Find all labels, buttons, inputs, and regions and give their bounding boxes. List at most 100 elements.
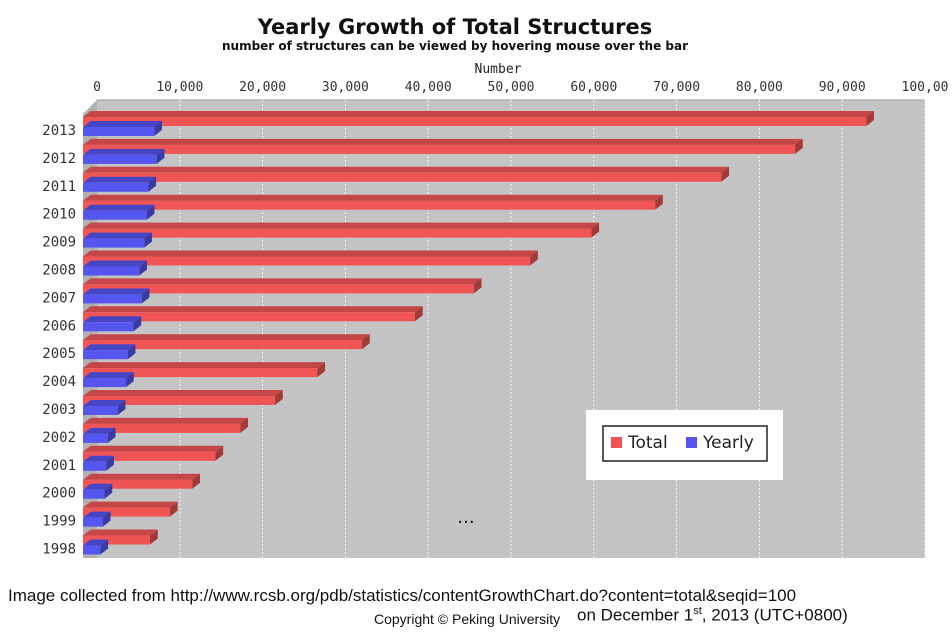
bar-total-1998[interactable] — [83, 529, 158, 545]
bar-yearly-2004[interactable] — [83, 372, 134, 388]
bar-total-1999[interactable] — [83, 501, 178, 517]
bar-yearly-2010[interactable] — [83, 204, 155, 220]
legend-label-total: Total — [627, 433, 668, 453]
bar-yearly-2012[interactable] — [83, 148, 165, 164]
y-tick-label: 2002 — [42, 430, 76, 446]
y-tick-label: 2012 — [42, 151, 76, 167]
y-tick-label: 2001 — [42, 458, 76, 474]
bar-end-face — [415, 306, 423, 322]
bar-yearly-2006[interactable] — [83, 316, 142, 332]
bar-front-face — [83, 479, 193, 489]
bar-total-2008[interactable] — [83, 250, 538, 266]
x-axis-label: Number — [475, 62, 522, 77]
bar-top-face — [83, 400, 126, 406]
bar-total-2013[interactable] — [83, 111, 874, 126]
bar-total-2004[interactable] — [83, 362, 326, 378]
bar-yearly-2001[interactable] — [83, 455, 114, 471]
bar-front-face — [83, 182, 149, 192]
bar-top-face — [83, 344, 136, 351]
x-tick-label: 40,000 — [405, 80, 452, 95]
chart-subtitle: number of structures can be viewed by ho… — [222, 39, 688, 53]
bar-top-face — [83, 372, 134, 379]
bar-end-face — [148, 176, 157, 192]
capture-date-suffix-ordinal: st — [693, 605, 702, 617]
bar-total-2003[interactable] — [83, 390, 283, 405]
bar-front-face — [83, 256, 531, 266]
bar-total-2000[interactable] — [83, 473, 200, 489]
bar-end-face — [530, 250, 538, 266]
bar-end-face — [866, 111, 874, 126]
bar-total-2009[interactable] — [83, 222, 600, 238]
bar-top-face — [83, 121, 162, 127]
bar-total-2012[interactable] — [83, 138, 803, 154]
bar-end-face — [133, 316, 142, 332]
bar-end-face — [275, 390, 283, 405]
bar-end-face — [107, 427, 116, 443]
bar-top-face — [83, 334, 370, 341]
legend-box — [602, 425, 768, 462]
bar-top-face — [83, 445, 224, 452]
bar-yearly-2011[interactable] — [83, 176, 157, 192]
chart-title: Yearly Growth of Total Structures — [257, 15, 653, 39]
source-caption: Image collected from http://www.rcsb.org… — [8, 586, 797, 605]
bar-front-face — [83, 545, 101, 555]
x-tick-label: 60,000 — [570, 80, 617, 95]
bar-end-face — [141, 288, 150, 304]
bar-front-face — [83, 517, 103, 527]
bar-front-face — [83, 172, 722, 182]
bar-yearly-2005[interactable] — [83, 344, 136, 360]
bar-front-face — [83, 322, 134, 332]
bars — [83, 111, 874, 555]
bar-yearly-2000[interactable] — [83, 483, 113, 499]
bar-front-face — [83, 284, 474, 294]
bar-end-face — [104, 483, 113, 499]
bar-yearly-1998[interactable] — [83, 539, 109, 555]
bar-top-face — [83, 455, 114, 462]
bar-total-2002[interactable] — [83, 417, 249, 433]
bar-front-face — [83, 350, 128, 360]
bar-end-face — [144, 232, 152, 248]
bar-total-2011[interactable] — [83, 166, 730, 182]
bar-yearly-2002[interactable] — [83, 427, 116, 443]
bar-total-2001[interactable] — [83, 445, 224, 461]
bar-yearly-2008[interactable] — [83, 260, 148, 276]
bar-yearly-2013[interactable] — [83, 121, 162, 136]
bar-end-face — [127, 344, 136, 360]
bar-end-face — [473, 278, 482, 294]
bar-top-face — [83, 204, 155, 211]
bar-total-2006[interactable] — [83, 306, 423, 322]
bar-front-face — [83, 266, 140, 276]
bar-front-face — [83, 535, 151, 545]
bar-end-face — [146, 204, 155, 220]
bar-end-face — [721, 166, 730, 182]
bar-top-face — [83, 176, 157, 183]
bar-end-face — [215, 445, 224, 461]
bar-top-face — [83, 390, 283, 396]
bar-chart: Yearly Growth of Total Structures number… — [42, 15, 948, 558]
bar-yearly-2009[interactable] — [83, 232, 152, 248]
bar-front-face — [83, 507, 170, 517]
copyright-notice: Copyright © Peking University — [374, 611, 561, 627]
ellipsis-annotation: ... — [457, 507, 474, 528]
x-tick-label: 70,000 — [653, 80, 700, 95]
x-tick-label: 80,000 — [736, 80, 783, 95]
bar-top-face — [83, 111, 874, 117]
bar-yearly-1999[interactable] — [83, 511, 111, 527]
bar-total-2007[interactable] — [83, 278, 482, 294]
bar-yearly-2003[interactable] — [83, 400, 126, 415]
y-tick-label: 2006 — [42, 318, 76, 334]
bar-end-face — [102, 511, 111, 527]
bar-front-face — [83, 200, 656, 210]
bar-total-2010[interactable] — [83, 194, 663, 210]
bar-yearly-2007[interactable] — [83, 288, 150, 304]
y-tick-label: 2011 — [42, 179, 76, 195]
bar-end-face — [100, 539, 109, 555]
bar-end-face — [795, 138, 803, 154]
bar-top-face — [83, 194, 663, 201]
bar-total-2005[interactable] — [83, 334, 370, 350]
bar-end-face — [154, 121, 162, 136]
bar-end-face — [106, 455, 114, 471]
bar-front-face — [83, 127, 155, 136]
bar-top-face — [83, 250, 538, 257]
bar-top-face — [83, 288, 150, 295]
